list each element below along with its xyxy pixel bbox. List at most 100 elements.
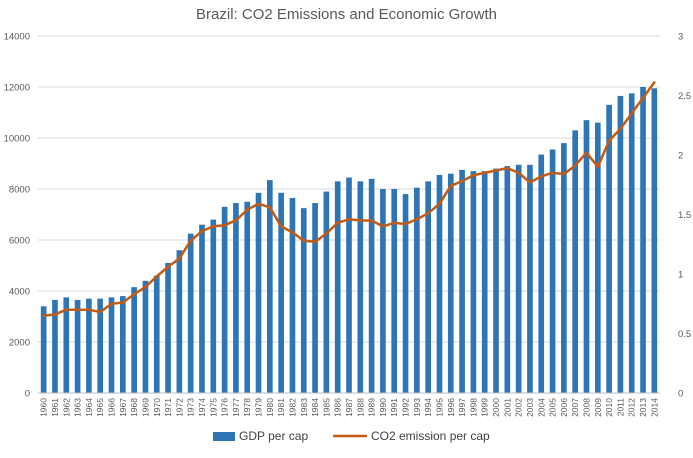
gdp-bar (278, 192, 284, 393)
gdp-bar (391, 189, 398, 393)
left-axis-tick-label: 10000 (4, 134, 30, 145)
x-axis-tick-label: 1975 (208, 398, 218, 417)
gdp-bar (538, 154, 545, 393)
gdp-bar (572, 130, 579, 393)
gdp-bar (199, 224, 205, 393)
gdp-bar (176, 250, 183, 393)
x-axis-tick-label: 1973 (186, 398, 196, 417)
gdp-bar (527, 164, 533, 393)
left-axis-tick-label: 12000 (4, 83, 30, 94)
x-axis-tick-label: 1979 (254, 398, 264, 417)
x-axis-tick-label: 1972 (174, 398, 184, 417)
x-axis-tick-label: 1999 (480, 398, 490, 417)
gdp-bar (470, 171, 477, 393)
gdp-bar (436, 174, 443, 393)
x-axis-tick-label: 2001 (502, 398, 512, 417)
x-axis-tick-label: 2014 (649, 398, 659, 417)
x-axis-tick-label: 2009 (593, 398, 603, 417)
left-axis-tick-label: 4000 (9, 287, 30, 298)
x-axis-tick-label: 1966 (107, 398, 117, 417)
gdp-bar (651, 88, 658, 394)
gdp-bar (493, 168, 499, 393)
gdp-bar (606, 104, 612, 393)
x-axis-tick-label: 2003 (525, 398, 535, 417)
x-axis-tick-label: 2013 (638, 398, 648, 417)
x-axis-tick-label: 1970 (152, 398, 162, 417)
gdp-bar (425, 181, 431, 393)
gdp-bar (300, 208, 307, 393)
gdp-bar (153, 275, 160, 393)
gdp-bar (86, 298, 92, 393)
gdp-bar (97, 298, 104, 393)
x-axis-tick-label: 1976 (220, 398, 230, 417)
left-axis-tick-label: 14000 (4, 32, 30, 43)
legend-label-co2: CO2 emission per cap (371, 429, 490, 443)
left-axis-tick-label: 6000 (9, 236, 30, 247)
gdp-bar (131, 287, 137, 393)
gdp-bar (346, 177, 352, 393)
gdp-bar (187, 233, 194, 393)
gdp-bar (289, 197, 296, 393)
gdp-bar (357, 181, 364, 393)
x-axis-tick-label: 1963 (73, 398, 83, 417)
gdp-bar (481, 171, 488, 393)
x-axis-tick-label: 2005 (548, 398, 558, 417)
x-axis-tick-label: 1986 (333, 398, 343, 417)
right-y-axis: 0 0.5 1 1.5 2 2.5 3 (678, 32, 691, 400)
left-axis-tick-label: 0 (25, 389, 30, 400)
x-axis-tick-label: 1965 (95, 398, 105, 417)
x-axis-tick-label: 1962 (61, 398, 71, 417)
legend-label-gdp: GDP per cap (239, 429, 308, 443)
right-axis-tick-label: 3 (678, 32, 683, 43)
legend-swatch-gdp (213, 432, 235, 441)
right-axis-tick-label: 0.5 (678, 329, 691, 340)
x-axis-tick-label: 1983 (299, 398, 309, 417)
gdp-bar (40, 306, 47, 393)
x-axis-tick-label: 1977 (231, 398, 241, 417)
co2-line-layer (42, 81, 656, 317)
right-axis-tick-label: 1.5 (678, 210, 691, 221)
gdp-bar (255, 192, 262, 393)
left-axis-tick-label: 8000 (9, 185, 30, 196)
x-axis-tick-label: 1980 (265, 398, 275, 417)
x-axis-tick-label: 1969 (140, 398, 150, 417)
left-axis-tick-label: 2000 (9, 338, 30, 349)
gdp-bar (368, 178, 375, 393)
gdp-bar (617, 95, 624, 394)
gdp-bar (583, 120, 590, 394)
x-axis-tick-label: 1991 (389, 398, 399, 417)
x-axis-tick-label: 1993 (412, 398, 422, 417)
x-axis-tick-label: 1964 (84, 398, 94, 417)
gdp-bar (447, 173, 454, 393)
gdp-bar (594, 122, 601, 393)
gdp-bar (380, 189, 386, 393)
gdp-bar (74, 299, 81, 393)
legend: GDP per cap CO2 emission per cap (213, 429, 490, 443)
gdp-bar (244, 201, 251, 393)
gdp-bar (267, 180, 273, 393)
right-axis-tick-label: 2 (678, 151, 683, 162)
gdp-bar (233, 203, 239, 393)
gdp-bar (119, 296, 126, 393)
x-axis-tick-label: 1978 (242, 398, 252, 417)
x-axis-tick-label: 1974 (197, 398, 207, 417)
x-axis-tick-label: 2002 (514, 398, 524, 417)
x-axis-tick-label: 2000 (491, 398, 501, 417)
gdp-bar (210, 219, 217, 393)
gdp-bar (323, 191, 330, 393)
gdp-bar (640, 87, 646, 393)
gdp-bar (52, 299, 58, 393)
x-axis-tick-label: 2011 (615, 398, 625, 417)
x-axis-tick-label: 1961 (50, 398, 60, 417)
x-axis-tick-label: 1981 (276, 398, 286, 417)
right-axis-tick-label: 1 (678, 270, 683, 281)
x-axis-tick-label: 1960 (39, 398, 49, 417)
x-axis-tick-label: 2004 (536, 398, 546, 417)
gdp-bar (504, 166, 511, 393)
x-axis-tick-label: 1967 (118, 398, 128, 417)
gdp-bar (142, 280, 149, 393)
gdp-bar (549, 149, 556, 393)
right-axis-tick-label: 0 (678, 389, 683, 400)
